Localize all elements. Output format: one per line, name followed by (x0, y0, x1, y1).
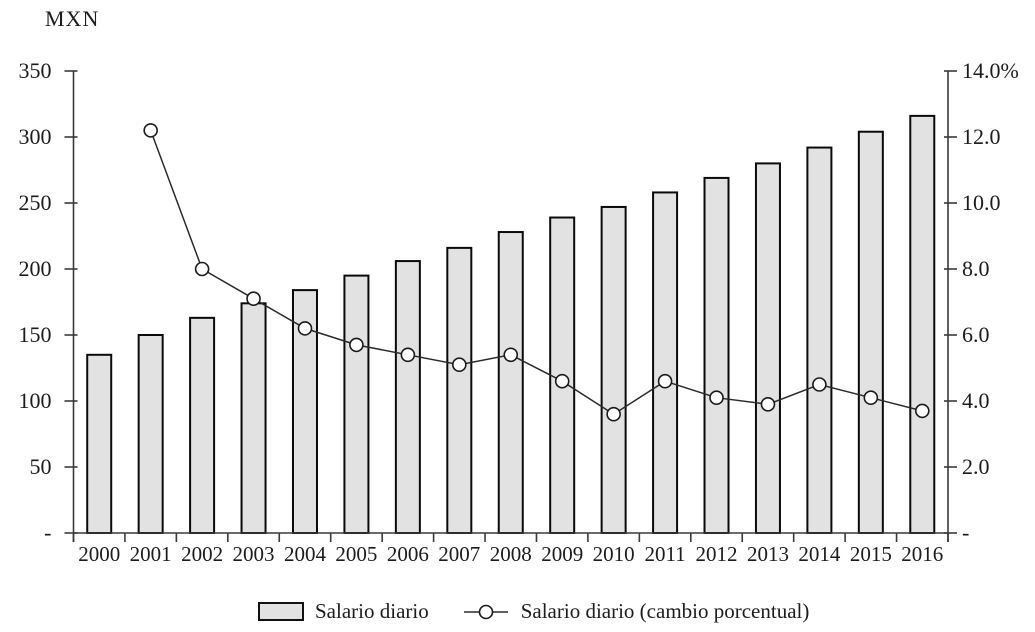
x-axis-label: 2007 (438, 542, 480, 566)
bar-2007 (446, 246, 473, 534)
bar-2003 (240, 302, 267, 534)
x-axis-label: 2004 (284, 542, 327, 566)
left-axis-tick-label: 350 (19, 58, 52, 83)
x-axis-label: 2016 (901, 542, 943, 566)
left-axis-tick-label: 300 (19, 124, 52, 149)
legend: Salario diario Salario diario (cambio po… (258, 597, 809, 625)
left-axis-tick-label: 250 (19, 190, 52, 215)
marker-2012 (709, 390, 724, 406)
marker-2008 (503, 347, 519, 363)
bar-2010 (600, 205, 627, 535)
marker-2009 (554, 373, 570, 389)
x-axis-label: 2015 (850, 542, 892, 566)
left-axis-tick-label: 50 (30, 454, 52, 479)
left-axis-tick-label: 150 (19, 322, 52, 347)
x-axis-label: 2001 (130, 542, 172, 566)
x-axis-label: 2012 (696, 542, 738, 566)
legend-line-marker-icon (463, 602, 508, 620)
left-axis-title: MXN (45, 6, 100, 31)
marker-2004 (297, 321, 313, 336)
bar-2005 (343, 274, 370, 534)
marker-2010 (606, 406, 621, 422)
bar-2011 (652, 191, 679, 534)
x-axis-label: 2008 (490, 542, 532, 566)
right-axis-tick-label: 12.0 (962, 124, 1001, 149)
right-axis-tick-label: 2.0 (962, 454, 990, 479)
marker-2014 (812, 377, 827, 392)
x-axis-label: 2014 (798, 542, 841, 566)
bar-2016 (909, 114, 936, 534)
right-axis-tick-label: - (962, 520, 969, 545)
legend-bar-label: Salario diario (315, 598, 429, 623)
marker-2003 (246, 291, 261, 307)
x-axis-label: 2005 (335, 542, 377, 566)
bar-2015 (857, 130, 884, 534)
x-axis-label: 2013 (747, 542, 789, 566)
right-axis-tick-label: 14.0% (962, 58, 1019, 83)
left-axis-tick-label: 200 (19, 256, 52, 281)
marker-2005 (349, 337, 364, 353)
bar-2002 (189, 316, 216, 534)
x-axis-label: 2011 (644, 542, 685, 566)
marker-2006 (400, 347, 416, 363)
right-axis-tick-label: 10.0 (962, 190, 1001, 215)
marker-2002 (194, 261, 210, 277)
x-axis-label: 2002 (181, 542, 223, 566)
right-axis-tick-label: 4.0 (962, 388, 990, 413)
legend-line-label: Salario diario (cambio porcentual) (520, 598, 810, 623)
bar-2001 (137, 334, 164, 534)
x-axis-label: 2009 (541, 542, 583, 566)
x-axis-label: 2006 (387, 542, 429, 566)
line-series (149, 130, 923, 416)
marker-2007 (452, 357, 467, 373)
bar-2006 (394, 260, 421, 534)
left-axis-tick-label: - (44, 520, 51, 545)
bar-2000 (86, 353, 113, 534)
marker-2013 (760, 396, 776, 412)
bar-2012 (703, 176, 730, 534)
marker-2015 (863, 390, 879, 406)
marker-2001 (143, 123, 158, 138)
x-axis-label: 2010 (593, 542, 635, 566)
bar-2014 (806, 146, 833, 534)
right-axis-tick-label: 8.0 (962, 256, 990, 281)
legend-bar-swatch-icon (258, 601, 304, 621)
marker-2011 (657, 373, 673, 389)
left-axis-tick-label: 100 (19, 388, 52, 413)
bar-2008 (497, 231, 524, 534)
right-axis-tick-label: 6.0 (962, 322, 990, 347)
x-axis-label: 2000 (78, 542, 120, 566)
marker-2016 (914, 403, 930, 419)
bar-2013 (754, 162, 781, 534)
x-axis-label: 2003 (233, 542, 275, 566)
